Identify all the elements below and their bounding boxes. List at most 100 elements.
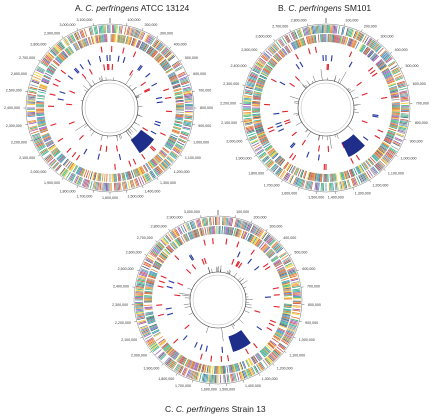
cog-gene-mark [269, 340, 277, 347]
cog-gene-mark [265, 159, 273, 166]
cog-gene-mark [277, 267, 285, 272]
cog-gene-mark [152, 247, 160, 254]
feature-mark [372, 114, 379, 117]
cog-gene-mark [39, 83, 48, 87]
cog-gene-mark [332, 173, 335, 182]
cog-gene-mark [347, 28, 351, 37]
cog-gene-mark [280, 49, 286, 57]
cog-gene-mark [399, 92, 408, 95]
cog-gene-mark [259, 362, 265, 370]
cog-gene-mark [380, 51, 388, 58]
cog-gene-mark [259, 57, 267, 64]
cog-gene-mark [400, 98, 409, 101]
cog-gene-mark [45, 70, 54, 76]
scale-tick [141, 185, 144, 188]
cog-gene-mark [267, 62, 275, 68]
cog-gene-mark [391, 114, 400, 117]
feature-mark [254, 266, 260, 271]
cog-gene-mark [284, 333, 293, 338]
feature-mark [138, 65, 143, 72]
scale-label: 1,700,000 [175, 384, 191, 388]
cog-gene-mark [161, 251, 168, 258]
cog-gene-mark [55, 57, 62, 64]
cog-gene-mark [279, 170, 285, 178]
cog-gene-mark [256, 364, 261, 372]
cog-gene-mark [129, 27, 133, 36]
feature-mark [57, 137, 64, 142]
cog-gene-mark [244, 90, 253, 93]
feature-mark [88, 68, 93, 75]
cog-gene-mark [131, 179, 135, 188]
cog-gene-mark [400, 100, 409, 102]
cog-gene-mark [29, 87, 38, 91]
cog-gene-mark [136, 282, 145, 285]
cog-gene-mark [263, 246, 270, 253]
cog-gene-mark [377, 47, 384, 55]
cog-gene-mark [255, 227, 260, 236]
cog-gene-mark [238, 220, 242, 229]
cog-gene-mark [202, 373, 205, 382]
cog-gene-mark [253, 237, 259, 245]
cog-gene-mark [245, 85, 254, 89]
cog-gene-mark [310, 35, 313, 44]
cog-gene-mark [174, 229, 179, 237]
cog-gene-mark [145, 284, 154, 287]
cog-gene-mark [154, 53, 161, 60]
cog-gene-mark [53, 59, 60, 66]
cog-gene-mark [300, 179, 304, 188]
cog-gene-mark [180, 235, 186, 244]
feature-mark [356, 81, 362, 87]
cog-gene-mark [163, 249, 170, 256]
cog-gene-mark [27, 96, 36, 99]
cog-gene-mark [70, 34, 75, 43]
cog-gene-mark [247, 132, 256, 137]
cog-gene-mark [274, 261, 282, 267]
cog-gene-mark [271, 337, 279, 343]
cog-gene-mark [85, 170, 89, 179]
cog-gene-mark [287, 327, 296, 331]
cog-gene-mark [266, 160, 273, 167]
cog-gene-mark [261, 348, 268, 356]
cog-gene-mark [253, 66, 262, 71]
cog-gene-mark [342, 27, 345, 35]
cog-gene-mark [304, 180, 308, 189]
cog-gene-mark [59, 41, 66, 49]
cog-gene-mark [243, 101, 252, 103]
cog-gene-mark [263, 67, 271, 73]
cog-gene-mark [385, 76, 394, 81]
cog-gene-mark [174, 92, 183, 95]
cog-gene-mark [134, 178, 139, 187]
cog-gene-mark [144, 293, 153, 295]
cog-gene-mark [75, 166, 80, 174]
cog-gene-mark [283, 335, 292, 340]
cog-gene-mark [279, 322, 288, 327]
cog-gene-mark [170, 133, 179, 138]
cog-gene-mark [286, 329, 295, 333]
cog-gene-mark [245, 369, 249, 378]
cog-gene-mark [189, 221, 194, 230]
cog-gene-mark [312, 35, 315, 44]
cog-gene-mark [201, 364, 204, 373]
cog-gene-mark [235, 228, 239, 237]
cog-gene-mark [151, 170, 157, 178]
cog-gene-mark [130, 28, 134, 37]
cog-gene-mark [145, 286, 154, 289]
feature-mark [115, 145, 119, 152]
cog-gene-mark [269, 46, 276, 54]
cog-gene-mark [267, 251, 274, 257]
scale-label: 2,000,000 [131, 353, 147, 357]
feature-mark [137, 64, 142, 71]
cog-gene-mark [353, 30, 357, 39]
cog-gene-mark [318, 25, 320, 34]
cog-gene-mark [296, 39, 301, 48]
cog-gene-mark [54, 46, 61, 53]
cog-gene-mark [101, 173, 104, 182]
cog-gene-mark [255, 353, 261, 361]
cog-gene-mark [308, 172, 311, 180]
cog-gene-mark [372, 42, 379, 50]
cog-gene-mark [367, 169, 374, 177]
cog-gene-mark [33, 76, 41, 80]
cog-gene-mark [254, 146, 262, 151]
cog-gene-mark [149, 324, 158, 329]
scale-label: 2,000,000 [30, 170, 46, 174]
